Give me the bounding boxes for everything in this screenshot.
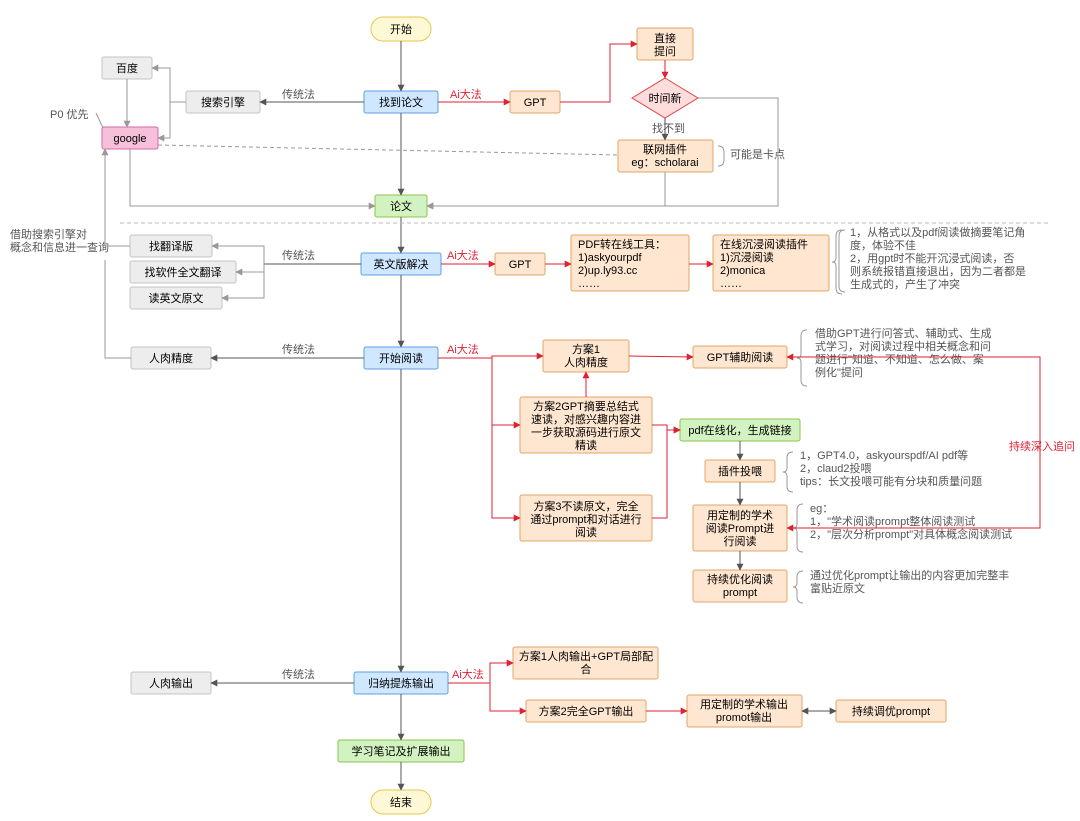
start-label: 开始 [390, 22, 412, 36]
direct-ask-label: 直接提问 [654, 31, 676, 58]
plugin-feed-label: 插件投喂 [718, 464, 762, 478]
gpt2-label: GPT [509, 259, 532, 271]
traditional-label-2: 传统法 [282, 248, 315, 262]
edge [130, 149, 375, 206]
start-reading-label: 开始阅读 [379, 351, 423, 365]
google-label: google [113, 133, 146, 145]
edge [492, 356, 543, 358]
end-label: 结束 [390, 796, 412, 809]
plan2-output-label: 方案2完全GPT输出 [539, 704, 634, 718]
edge [629, 356, 693, 357]
traditional-label-3: 传统法 [282, 342, 315, 356]
keep-opt-read-note: 通过优化prompt让输出的内容更加完整丰富贴近原文 [810, 568, 1009, 595]
gpt1-label: GPT [524, 97, 547, 109]
ai-method-4: Ai大法 [452, 667, 484, 681]
traditional-label-1: 传统法 [282, 87, 315, 101]
gpt-assist-note: 借助GPT进行问答式、辅助式、生成式学习，对阅读过程中相关概念和问题进行"知道、… [815, 326, 992, 379]
baidu-label: 百度 [116, 61, 138, 75]
edge [105, 260, 131, 358]
find-paper-label: 找到论文 [379, 95, 423, 109]
edge [427, 98, 778, 206]
p0-priority-label: P0 优先 [50, 108, 89, 121]
custom-read-note: eg：1，"学术阅读prompt整体阅读测试2，"层次分析prompt"对具体概… [810, 503, 1012, 541]
human-output-label: 人肉输出 [149, 676, 193, 690]
search-engine-label: 搜索引擎 [201, 95, 245, 109]
human-precision-label: 人肉精度 [149, 351, 193, 365]
edge [652, 430, 680, 518]
deep-followup-label: 持续深入追问 [1009, 439, 1075, 453]
help-search-note: 借助搜索引擎对概念和信息进一查询 [10, 227, 109, 254]
gpt-assist-label: GPT辅助阅读 [707, 350, 774, 364]
maybe-block-note: 可能是卡点 [730, 147, 785, 161]
find-software-label: 找软件全文翻译 [145, 265, 222, 279]
paper-label: 论文 [390, 199, 412, 213]
edge [652, 425, 680, 430]
edge [427, 172, 665, 206]
edge [105, 149, 130, 246]
keep-tune-label: 持续调优prompt [852, 704, 930, 718]
time-new-label: 时间新 [649, 91, 682, 105]
plugin-feed-note: 1，GPT4.0，askyourspdf/AI pdf等2，claud2投喂ti… [800, 448, 982, 488]
find-translation-label: 找翻译版 [149, 239, 193, 253]
traditional-label-4: 传统法 [282, 667, 315, 681]
edge [152, 68, 186, 102]
edge [96, 113, 103, 128]
edge [158, 102, 186, 138]
edge [560, 44, 637, 102]
not-found-label: 找不到 [652, 121, 685, 135]
edge-google-plugin [158, 145, 618, 155]
note1: 1，从格式以及pdf阅读做摘要笔记角度，体验不佳2，用gpt时不能开沉浸式阅读，… [850, 225, 1026, 291]
summarize-label: 归纳提炼输出 [368, 676, 434, 690]
pdf-online-label: pdf在线化，生成链接 [688, 423, 791, 437]
notes-output-label: 学习笔记及扩展输出 [352, 744, 451, 758]
edge [236, 264, 264, 272]
edge [492, 358, 520, 425]
ai-method-3: Ai大法 [447, 342, 479, 356]
read-english-label: 读英文原文 [149, 291, 204, 305]
english-resolve-label: 英文版解决 [374, 257, 429, 271]
edge [490, 683, 526, 711]
edge [492, 358, 520, 518]
ai-method-1: Ai大法 [450, 87, 482, 101]
ai-method-2: Ai大法 [447, 248, 479, 262]
edge [490, 663, 513, 683]
